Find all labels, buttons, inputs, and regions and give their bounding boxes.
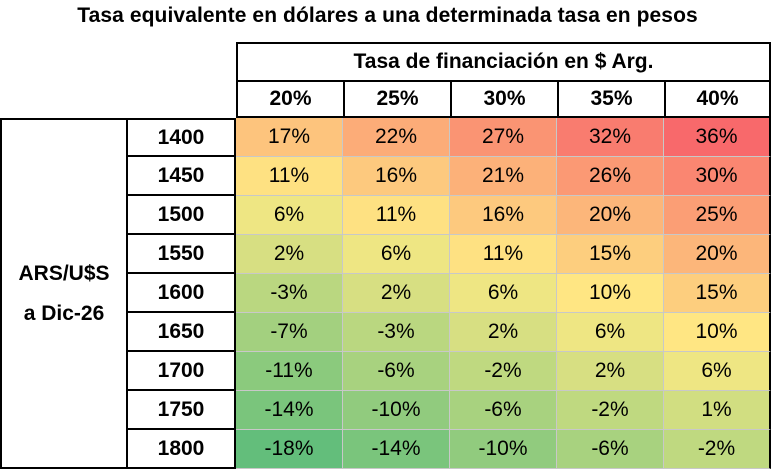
row-group-label-line: a Dic-26 — [23, 301, 105, 325]
data-cell: 11% — [236, 157, 343, 196]
row-label: 1400 — [128, 118, 236, 157]
data-cell: -18% — [236, 430, 343, 469]
data-cell: 2% — [557, 352, 664, 391]
data-cell: -14% — [343, 430, 450, 469]
row-label: 1450 — [128, 157, 236, 196]
data-cell: 30% — [664, 157, 771, 196]
data-cell: 36% — [664, 118, 771, 157]
row-label: 1650 — [128, 313, 236, 352]
data-cell: 20% — [664, 235, 771, 274]
data-cell: 21% — [450, 157, 557, 196]
data-cell: 15% — [664, 274, 771, 313]
data-cell: 32% — [557, 118, 664, 157]
data-cell: -14% — [236, 391, 343, 430]
data-cell: 6% — [664, 352, 771, 391]
row-label: 1800 — [128, 430, 236, 469]
row-label: 1750 — [128, 391, 236, 430]
row-label: 1600 — [128, 274, 236, 313]
data-cell: 15% — [557, 235, 664, 274]
data-cell: 10% — [664, 313, 771, 352]
data-cell: 20% — [557, 196, 664, 235]
row-label: 1700 — [128, 352, 236, 391]
column-header: 30% — [450, 80, 557, 118]
table-title: Tasa equivalente en dólares a una determ… — [77, 4, 698, 27]
data-cell: 10% — [557, 274, 664, 313]
row-group-label: ARS/U$S a Dic-26 — [0, 118, 128, 469]
data-cell: -6% — [450, 391, 557, 430]
data-cell: 6% — [236, 196, 343, 235]
data-cell: 16% — [343, 157, 450, 196]
data-cell: 22% — [343, 118, 450, 157]
data-cell: -6% — [343, 352, 450, 391]
data-cell: 6% — [343, 235, 450, 274]
data-cell: 6% — [557, 313, 664, 352]
row-label: 1550 — [128, 235, 236, 274]
data-cell: -2% — [664, 430, 771, 469]
data-cell: 11% — [450, 235, 557, 274]
column-header: 25% — [343, 80, 450, 118]
data-cell: 2% — [343, 274, 450, 313]
data-cell: -10% — [450, 430, 557, 469]
data-cell: -3% — [236, 274, 343, 313]
row-group-label-line: ARS/U$S — [18, 261, 110, 285]
column-header: 35% — [557, 80, 664, 118]
data-cell: 27% — [450, 118, 557, 157]
data-cell: -2% — [557, 391, 664, 430]
data-cell: -2% — [450, 352, 557, 391]
data-cell: -10% — [343, 391, 450, 430]
data-cell: 1% — [664, 391, 771, 430]
data-cell: 6% — [450, 274, 557, 313]
data-cell: 2% — [450, 313, 557, 352]
data-cell: 17% — [236, 118, 343, 157]
data-cell: -3% — [343, 313, 450, 352]
data-cell: 2% — [236, 235, 343, 274]
data-cell: -7% — [236, 313, 343, 352]
column-group-header: Tasa de financiación en $ Arg. — [236, 42, 771, 80]
data-cell: -6% — [557, 430, 664, 469]
data-cell: -11% — [236, 352, 343, 391]
data-cell: 25% — [664, 196, 771, 235]
row-label: 1500 — [128, 196, 236, 235]
column-header: 20% — [236, 80, 343, 118]
data-cell: 11% — [343, 196, 450, 235]
data-cell: 26% — [557, 157, 664, 196]
column-header: 40% — [664, 80, 771, 118]
data-cell: 16% — [450, 196, 557, 235]
